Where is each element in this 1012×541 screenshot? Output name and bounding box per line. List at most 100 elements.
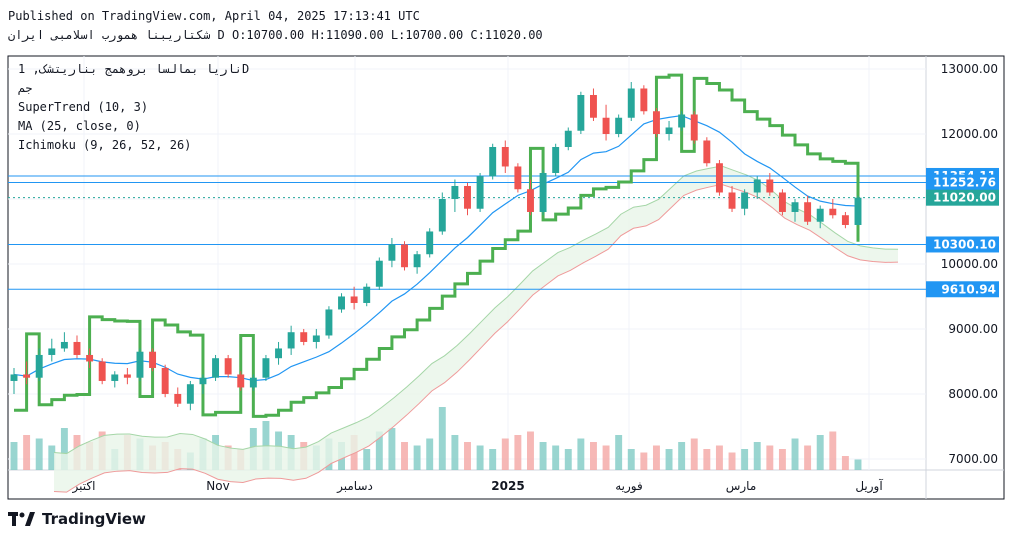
price-label-box bbox=[926, 281, 999, 298]
volume-bar bbox=[388, 428, 396, 470]
volume-bar bbox=[501, 438, 509, 470]
price-label-box bbox=[926, 189, 999, 206]
legend-title: ناریا بمالسا بروهمج بناریتشک, 1D bbox=[18, 62, 250, 76]
volume-bar bbox=[438, 407, 446, 470]
y-axis-ticks: 13000.0012000.0011000.0010000.009000.008… bbox=[941, 62, 998, 466]
volume-bar bbox=[564, 449, 572, 470]
candle-body bbox=[86, 354, 94, 362]
candle-body bbox=[527, 189, 534, 212]
volume-bar bbox=[816, 435, 824, 470]
candle-body bbox=[778, 192, 786, 212]
volume-bar bbox=[652, 445, 660, 470]
volume-bar bbox=[527, 431, 534, 470]
candle-body bbox=[186, 384, 194, 404]
candle-body bbox=[161, 367, 169, 394]
candle-body bbox=[728, 192, 736, 209]
supertrend-path bbox=[14, 73, 860, 418]
price-label-text: 11020.00 bbox=[933, 191, 996, 205]
candle-body bbox=[249, 377, 257, 388]
candle-body bbox=[174, 393, 182, 404]
volume-bar bbox=[451, 435, 459, 470]
candle-body bbox=[212, 358, 220, 378]
volume-bar bbox=[854, 459, 862, 470]
candle-body bbox=[564, 130, 572, 147]
candle-body bbox=[678, 114, 686, 128]
volume-bar bbox=[728, 452, 736, 470]
volume-bar bbox=[552, 445, 560, 470]
candle-body bbox=[60, 341, 68, 349]
x-tick-label: Nov bbox=[206, 479, 229, 493]
volume-bar bbox=[539, 442, 547, 470]
supertrend-line bbox=[14, 73, 860, 418]
tradingview-logo-icon bbox=[8, 512, 35, 526]
candle-body bbox=[464, 185, 471, 209]
volume-bar bbox=[640, 452, 648, 470]
candle-body bbox=[23, 374, 31, 378]
senkou-span-a bbox=[53, 165, 899, 455]
x-tick-label: آوریل bbox=[855, 478, 883, 494]
legend-subtitle: جم bbox=[18, 81, 33, 95]
x-tick-label: دسامبر bbox=[336, 479, 373, 494]
candle-body bbox=[426, 231, 434, 255]
ohlc-line: شکتاریبنا همورب اسلامبی ایران D O:10700.… bbox=[8, 28, 543, 42]
candle-body bbox=[149, 351, 157, 368]
legend-ichimoku[interactable]: Ichimoku (9, 26, 52, 26) bbox=[18, 138, 192, 152]
tradingview-brand[interactable]: TradingView bbox=[8, 510, 146, 528]
candle-body bbox=[48, 348, 56, 355]
price-label-box bbox=[926, 174, 999, 191]
candle-body bbox=[73, 341, 81, 355]
candle-body bbox=[804, 202, 812, 222]
candle-body bbox=[577, 94, 585, 131]
candle-body bbox=[338, 296, 345, 310]
candle-body bbox=[552, 146, 560, 173]
volume-bar bbox=[514, 435, 522, 470]
candle-body bbox=[627, 88, 635, 118]
published-line: Published on TradingView.com, April 04, … bbox=[8, 9, 420, 23]
candle-body bbox=[690, 114, 698, 141]
candle-body bbox=[715, 163, 723, 193]
y-tick-label: 8000.00 bbox=[948, 387, 998, 401]
volume-bar bbox=[678, 442, 686, 470]
candle-body bbox=[312, 335, 320, 342]
candle-body bbox=[501, 146, 509, 167]
candle-body bbox=[98, 361, 106, 381]
volume-bar bbox=[766, 445, 774, 470]
candle-body bbox=[438, 198, 446, 232]
volume-bar bbox=[703, 449, 711, 470]
volume-bar bbox=[615, 435, 623, 470]
candle-body bbox=[539, 172, 547, 212]
volume-bar bbox=[375, 431, 383, 470]
candle-body bbox=[287, 332, 295, 349]
price-label-text: 11252.76 bbox=[933, 176, 996, 190]
candle-body bbox=[401, 244, 408, 268]
volume-bar bbox=[401, 442, 408, 470]
candle-body bbox=[388, 244, 396, 261]
candle-body bbox=[350, 296, 358, 303]
candle-body bbox=[753, 179, 761, 193]
volume-bar bbox=[60, 428, 68, 470]
volume-bar bbox=[791, 438, 799, 470]
candle-body bbox=[602, 117, 610, 134]
candle-body bbox=[111, 374, 119, 381]
candle-body bbox=[325, 309, 333, 336]
candle-body bbox=[375, 260, 383, 287]
ohlc-values: O:10700.00 H:11090.00 L:10700.00 C:11020… bbox=[231, 28, 543, 42]
candlesticks bbox=[10, 81, 862, 411]
brand-name: TradingView bbox=[42, 510, 146, 528]
candle-body bbox=[791, 202, 799, 212]
candle-body bbox=[275, 348, 283, 359]
candle-body bbox=[363, 286, 371, 303]
candle-body bbox=[199, 377, 207, 385]
volume-bar bbox=[804, 445, 812, 470]
y-tick-label: 12000.00 bbox=[941, 127, 998, 141]
volume-bar bbox=[841, 456, 849, 470]
volume-bar bbox=[778, 449, 786, 470]
candle-body bbox=[35, 354, 43, 378]
candle-body bbox=[451, 185, 459, 199]
legend-supertrend[interactable]: SuperTrend (10, 3) bbox=[18, 100, 149, 114]
candle-body bbox=[489, 146, 497, 177]
legend-ma[interactable]: MA (25, close, 0) bbox=[18, 119, 141, 133]
candle-body bbox=[665, 127, 673, 134]
candle-body bbox=[514, 166, 522, 190]
